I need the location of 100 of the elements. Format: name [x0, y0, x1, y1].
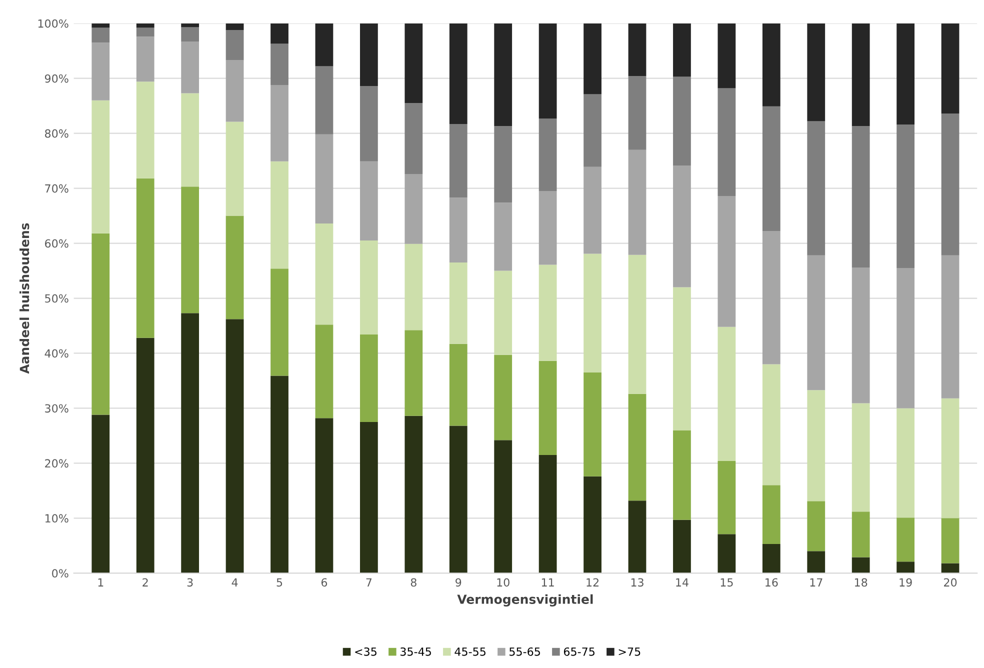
- bar: [584, 23, 602, 94]
- bar: [360, 334, 378, 422]
- bar: [762, 364, 780, 486]
- bar: [92, 100, 110, 234]
- bar: [360, 240, 378, 335]
- bar: [226, 216, 244, 320]
- y-tick-label: 10%: [45, 514, 68, 523]
- bar: [181, 313, 200, 574]
- bar: [584, 372, 602, 476]
- bar: [136, 82, 154, 178]
- bar: [92, 28, 110, 43]
- bar: [226, 30, 244, 60]
- bar: [315, 23, 334, 66]
- y-tick-label: 60%: [45, 239, 68, 248]
- bar: [896, 124, 915, 268]
- bar: [315, 223, 334, 325]
- bar: [852, 126, 870, 268]
- legend-label: 55-65: [510, 647, 540, 656]
- bar: [807, 255, 826, 390]
- bar: [628, 500, 646, 574]
- bar: [404, 174, 423, 244]
- bar: [718, 88, 736, 196]
- y-tick-label: 40%: [44, 349, 68, 358]
- bar: [270, 376, 288, 574]
- bar: [538, 264, 557, 361]
- bar: [494, 270, 512, 355]
- legend-label: >75: [618, 648, 640, 656]
- bar: [404, 23, 423, 104]
- bar: [270, 23, 288, 44]
- bar: [807, 501, 826, 552]
- legend-label: <35: [355, 647, 376, 656]
- bar: [718, 23, 736, 88]
- bar: [226, 122, 244, 216]
- bar: [762, 485, 780, 544]
- x-tick-label: 19: [900, 578, 912, 587]
- x-tick-label: 8: [410, 578, 416, 587]
- bar: [852, 403, 870, 512]
- bar: [270, 84, 288, 162]
- bar: [896, 562, 915, 574]
- bar: [628, 76, 646, 150]
- bar: [718, 326, 736, 461]
- bar: [360, 422, 378, 574]
- bar: [673, 23, 691, 77]
- bar: [181, 23, 200, 28]
- bar: [92, 414, 110, 574]
- x-tick-label: 15: [720, 578, 733, 587]
- y-tick-label: 30%: [45, 404, 68, 413]
- x-tick-label: 2: [142, 578, 148, 586]
- bar: [449, 124, 468, 198]
- y-tick-label: 80%: [44, 129, 68, 138]
- bar: [584, 166, 602, 254]
- x-tick-label: 18: [854, 578, 868, 587]
- bar: [941, 563, 960, 574]
- x-tick-label: 4: [232, 578, 238, 586]
- x-tick-label: 1: [98, 578, 104, 586]
- bar: [315, 324, 334, 418]
- bar: [449, 23, 468, 124]
- bar: [628, 150, 646, 255]
- bar: [628, 254, 646, 394]
- bar: [673, 430, 691, 520]
- bar: [404, 330, 423, 416]
- bar: [360, 161, 378, 241]
- bar: [673, 76, 691, 166]
- y-tick-label: 70%: [45, 184, 68, 193]
- bar: [941, 114, 960, 256]
- bar: [941, 518, 960, 564]
- legend-label: 35-45: [400, 647, 431, 656]
- bar: [360, 23, 378, 86]
- bar: [852, 557, 870, 574]
- x-tick-label: 6: [321, 578, 328, 587]
- x-tick-label: 17: [810, 578, 822, 586]
- x-axis-title: Vermogensvigintiel: [457, 594, 593, 607]
- bar: [538, 118, 557, 192]
- bar: [538, 23, 557, 118]
- bar: [762, 544, 780, 574]
- y-tick-label: 0%: [52, 569, 68, 578]
- bar: [673, 166, 691, 288]
- bar: [628, 23, 646, 76]
- bar: [896, 268, 915, 408]
- bar: [718, 534, 736, 574]
- bar: [226, 23, 244, 30]
- bar: [673, 287, 691, 430]
- bar: [136, 23, 154, 28]
- bar: [941, 23, 960, 114]
- bar: [181, 27, 200, 42]
- bar: [92, 233, 110, 415]
- bar: [404, 244, 423, 330]
- bar: [494, 354, 512, 440]
- bar: [181, 93, 200, 187]
- bar: [852, 267, 870, 404]
- bar: [628, 394, 646, 501]
- bar: [807, 23, 826, 122]
- x-tick-label: 5: [276, 578, 282, 587]
- bar: [807, 390, 826, 502]
- bar: [538, 360, 557, 455]
- x-tick-label: 10: [497, 578, 510, 587]
- x-tick-label: 9: [456, 578, 462, 587]
- bar: [852, 23, 870, 126]
- bar: [584, 254, 602, 372]
- bar: [718, 460, 736, 534]
